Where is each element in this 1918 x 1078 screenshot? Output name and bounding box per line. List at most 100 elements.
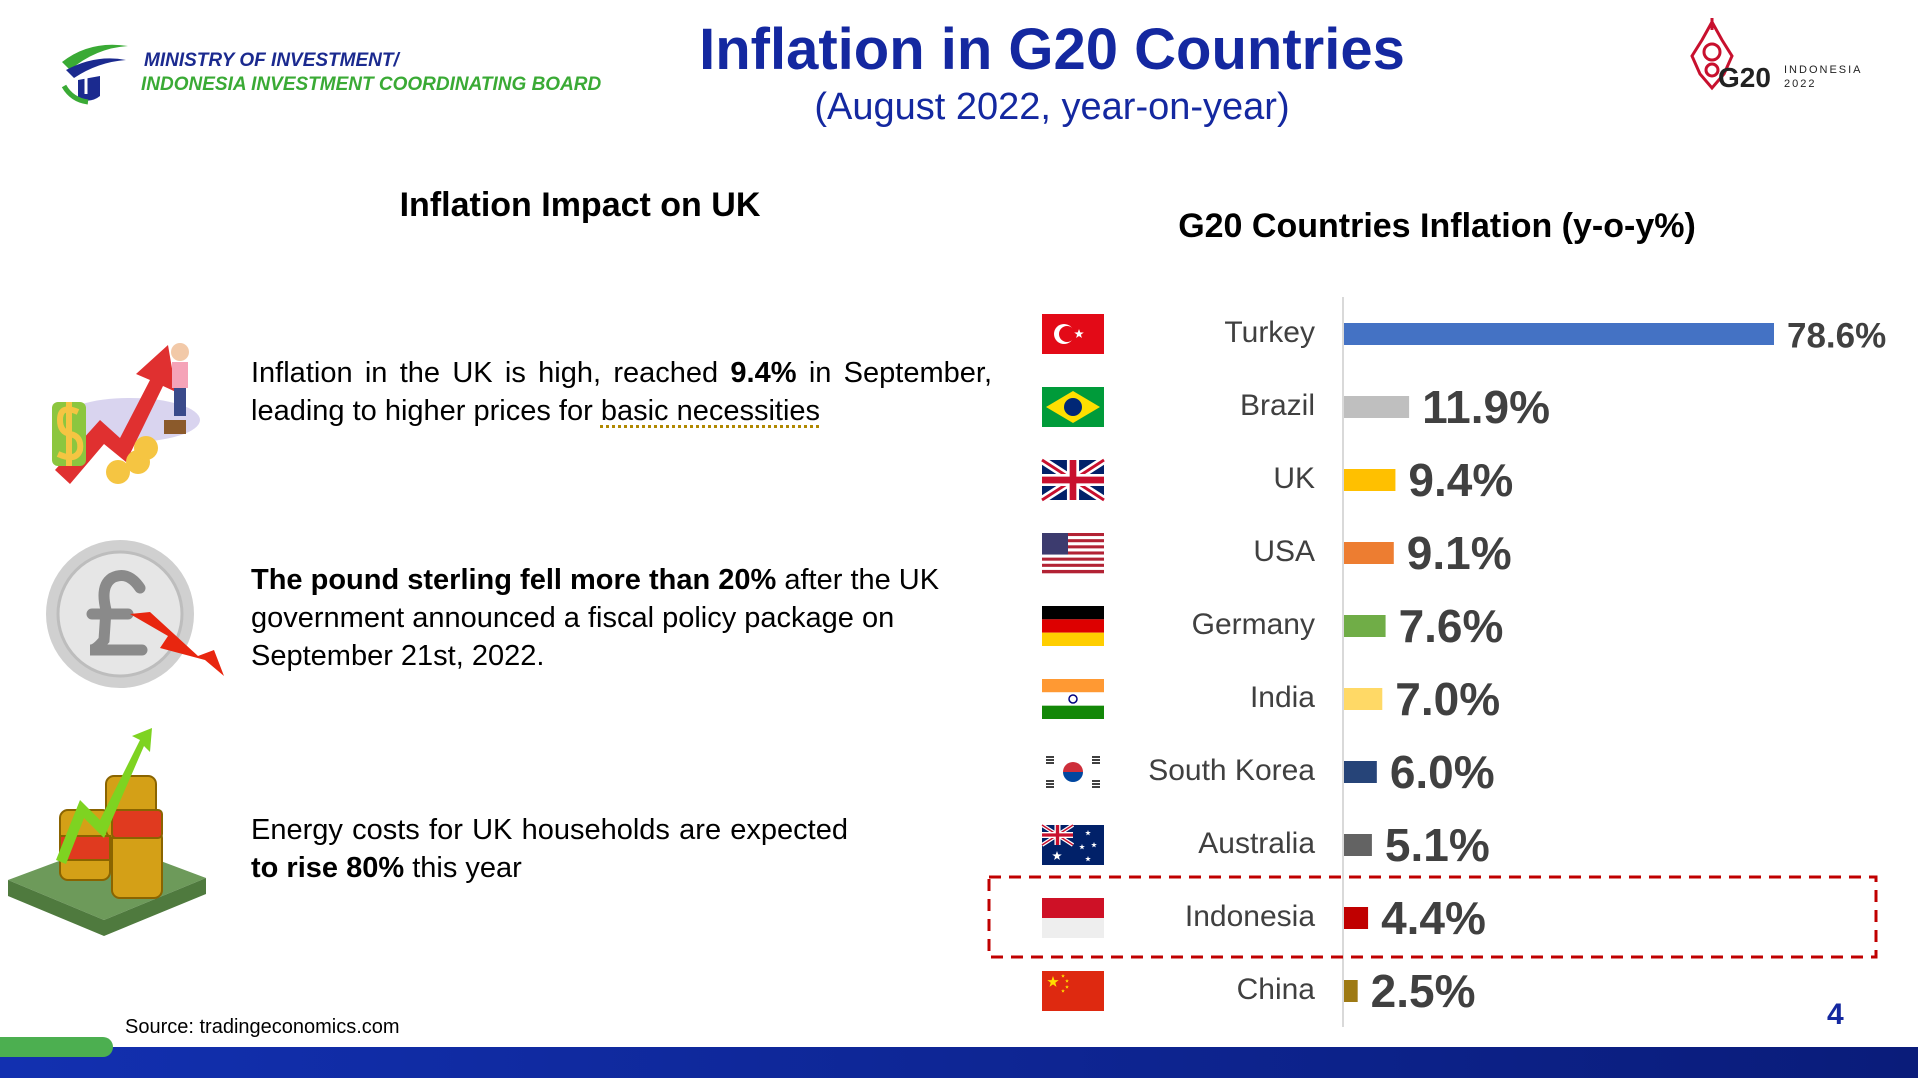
flag-part [1042, 825, 1073, 845]
flag-canton [1040, 823, 1075, 847]
flag-part [1091, 842, 1097, 848]
flag-part [1052, 851, 1062, 860]
flag-part [1042, 692, 1104, 706]
flag-part [1059, 326, 1075, 342]
flag [1042, 533, 1104, 574]
text: Energy costs for UK households are expec… [251, 814, 848, 846]
category-label: USA [1253, 535, 1315, 568]
category-label: UK [1273, 462, 1315, 495]
text: after the UK government announced a fisc… [251, 564, 940, 672]
flag-part [1042, 548, 1104, 552]
pound-coin-icon [46, 540, 224, 688]
flag-part [1092, 756, 1100, 764]
value-label: 7.0% [1395, 673, 1500, 725]
g20-logo-text: G20 [1718, 62, 1771, 93]
flag-part [1042, 632, 1104, 646]
flag-part [1063, 772, 1083, 782]
flag-part [1042, 536, 1104, 540]
bar [1344, 542, 1394, 564]
value-label: 6.0% [1390, 746, 1495, 798]
flag-part [1042, 563, 1104, 568]
section-title: Inflation Impact on UK [399, 186, 761, 224]
source-note: Source: tradingeconomics.com [125, 1016, 400, 1038]
footer-bar [0, 1047, 1918, 1078]
value-label: 7.6% [1399, 600, 1504, 652]
impact-item: Inflation in the UK is high, reached 9.4… [251, 354, 992, 430]
category-label: Turkey [1224, 316, 1315, 349]
highlight-box [987, 875, 1878, 959]
flag-part [1042, 971, 1104, 1011]
flag-part [1079, 844, 1085, 850]
flag-part [1042, 566, 1104, 571]
flag-part [1042, 679, 1104, 693]
flag-part [1074, 329, 1084, 338]
category-label: Brazil [1240, 389, 1315, 422]
flag [1042, 314, 1104, 354]
flag-part [1042, 705, 1104, 719]
flag [1042, 387, 1104, 427]
category-label: Indonesia [1185, 900, 1315, 933]
flag-part [1046, 756, 1054, 764]
g20-logo-mark [1690, 18, 1734, 91]
category-label: Australia [1198, 827, 1315, 860]
rising-price-icon [52, 343, 200, 484]
value-label: 9.4% [1408, 454, 1513, 506]
bar [1344, 323, 1774, 345]
category-label: Germany [1192, 608, 1315, 641]
flag-part [1064, 398, 1082, 416]
flag-part [1042, 569, 1104, 574]
value-label: 2.5% [1371, 965, 1476, 1017]
flag-part [1063, 762, 1083, 772]
value-label: 78.6% [1787, 316, 1886, 355]
flag-part [1065, 985, 1069, 989]
bar [1344, 396, 1410, 418]
category-label: South Korea [1148, 754, 1315, 787]
value-label: 11.9% [1422, 381, 1550, 433]
text: this year [404, 852, 522, 884]
flag-part [1042, 557, 1104, 561]
bar [1344, 980, 1358, 1002]
bold-text: to rise 80% [251, 852, 405, 884]
footer-pill [0, 1037, 113, 1057]
bold-text: The pound sterling fell more than 20% [251, 564, 777, 596]
flag-part [1042, 554, 1104, 558]
flag-part [1061, 989, 1065, 993]
g20-logo-country: INDONESIA [1784, 64, 1863, 76]
ministry-logo [61, 44, 128, 105]
org-line-2: INDONESIA INVESTMENT COORDINATING BOARD [141, 74, 602, 95]
g20-logo-year: 2022 [1784, 78, 1817, 90]
bar [1344, 688, 1383, 710]
flag-part [1042, 619, 1104, 633]
flag-part [1042, 545, 1104, 549]
flag-part [1042, 918, 1104, 938]
slide-title: Inflation in G20 Countries [699, 17, 1405, 82]
flag-part [1047, 976, 1059, 987]
flag-part [1085, 856, 1091, 862]
bar [1344, 907, 1369, 929]
flag-part [1061, 974, 1065, 978]
flag-part [1042, 533, 1068, 555]
flag-part [1068, 694, 1078, 704]
flag-part [1042, 898, 1104, 918]
flag [1042, 752, 1104, 792]
flag-part [1042, 460, 1104, 500]
bar [1344, 615, 1386, 637]
text: in September, leading to higher prices f… [251, 357, 992, 427]
org-line-1: MINISTRY OF INVESTMENT/ [144, 50, 399, 71]
flag-part [1042, 606, 1104, 620]
flag-part [1065, 979, 1069, 983]
bar [1344, 834, 1372, 856]
slide-subtitle: (August 2022, year-on-year) [814, 86, 1290, 128]
flag [1039, 456, 1107, 504]
flag-part [1092, 780, 1100, 788]
flag [1042, 898, 1104, 938]
flag-part [1046, 780, 1054, 788]
flag-part [1042, 542, 1104, 546]
oil-barrels-icon [8, 728, 206, 936]
flag-part [1042, 539, 1104, 543]
value-label: 4.4% [1381, 892, 1486, 944]
flag [1042, 679, 1104, 719]
flag [1040, 823, 1104, 865]
